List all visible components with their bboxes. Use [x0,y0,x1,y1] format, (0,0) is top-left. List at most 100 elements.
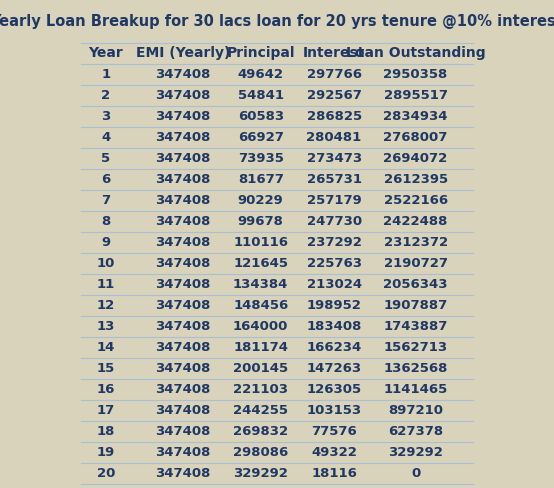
Text: 273473: 273473 [306,152,362,165]
Text: 225763: 225763 [306,257,362,270]
Text: 221103: 221103 [233,383,288,396]
Text: 347408: 347408 [156,131,211,144]
Text: 347408: 347408 [156,425,211,438]
Text: 20: 20 [96,467,115,480]
Text: Yearly Loan Breakup for 30 lacs loan for 20 yrs tenure @10% interest: Yearly Loan Breakup for 30 lacs loan for… [0,14,554,28]
Text: 0: 0 [411,467,420,480]
Text: 18: 18 [96,425,115,438]
Text: 2768007: 2768007 [383,131,448,144]
Text: 347408: 347408 [156,152,211,165]
Text: 183408: 183408 [306,320,362,333]
Text: 19: 19 [96,446,115,459]
Text: 54841: 54841 [238,89,284,102]
Text: 166234: 166234 [306,341,362,354]
Text: 627378: 627378 [388,425,443,438]
Text: 2190727: 2190727 [383,257,448,270]
Text: 90229: 90229 [238,194,284,207]
Text: 5: 5 [101,152,110,165]
Text: 73935: 73935 [238,152,284,165]
Text: 347408: 347408 [156,320,211,333]
Text: 298086: 298086 [233,446,288,459]
Text: 347408: 347408 [156,383,211,396]
Text: 265731: 265731 [306,173,362,186]
Text: 1907887: 1907887 [383,299,448,312]
Text: 213024: 213024 [306,278,362,291]
Text: Principal: Principal [227,46,295,60]
Text: 347408: 347408 [156,404,211,417]
Text: 12: 12 [96,299,115,312]
Text: 147263: 147263 [306,362,362,375]
Text: 8: 8 [101,215,110,228]
Text: 347408: 347408 [156,194,211,207]
Text: 329292: 329292 [388,446,443,459]
Text: 269832: 269832 [233,425,288,438]
Text: 1362568: 1362568 [383,362,448,375]
Text: 2522166: 2522166 [383,194,448,207]
Text: 237292: 237292 [307,236,362,249]
Text: 292567: 292567 [307,89,362,102]
Text: 4: 4 [101,131,110,144]
Text: 2612395: 2612395 [383,173,448,186]
Text: 347408: 347408 [156,467,211,480]
Text: 347408: 347408 [156,341,211,354]
Text: 148456: 148456 [233,299,288,312]
Text: 2422488: 2422488 [383,215,448,228]
Text: 181174: 181174 [233,341,288,354]
Text: 49322: 49322 [311,446,357,459]
Text: 9: 9 [101,236,110,249]
Text: 17: 17 [96,404,115,417]
Text: 77576: 77576 [311,425,357,438]
Text: 347408: 347408 [156,362,211,375]
Text: Year: Year [89,46,123,60]
Text: 257179: 257179 [307,194,361,207]
Text: 347408: 347408 [156,446,211,459]
Text: 286825: 286825 [306,110,362,122]
Text: 347408: 347408 [156,68,211,81]
Text: 247730: 247730 [306,215,362,228]
Text: 347408: 347408 [156,89,211,102]
Text: 60583: 60583 [238,110,284,122]
Text: 18116: 18116 [311,467,357,480]
Text: 2895517: 2895517 [383,89,448,102]
Text: 66927: 66927 [238,131,284,144]
Text: 2834934: 2834934 [383,110,448,122]
Text: 2: 2 [101,89,110,102]
Text: 16: 16 [96,383,115,396]
Text: 347408: 347408 [156,215,211,228]
Text: EMI (Yearly): EMI (Yearly) [136,46,230,60]
Text: 1: 1 [101,68,110,81]
Text: 347408: 347408 [156,257,211,270]
Text: 126305: 126305 [306,383,362,396]
Text: 10: 10 [96,257,115,270]
Text: 81677: 81677 [238,173,284,186]
Text: 99678: 99678 [238,215,284,228]
Text: 7: 7 [101,194,110,207]
Text: 897210: 897210 [388,404,443,417]
Text: Interest: Interest [303,46,365,60]
Text: 121645: 121645 [233,257,288,270]
Text: 1743887: 1743887 [383,320,448,333]
Text: 347408: 347408 [156,299,211,312]
Text: 110116: 110116 [233,236,288,249]
Text: 2056343: 2056343 [383,278,448,291]
Text: 347408: 347408 [156,110,211,122]
Text: 244255: 244255 [233,404,288,417]
Text: 49642: 49642 [238,68,284,81]
Text: 280481: 280481 [306,131,362,144]
Text: 329292: 329292 [233,467,288,480]
Text: 11: 11 [96,278,115,291]
Text: 13: 13 [96,320,115,333]
Text: 2950358: 2950358 [383,68,448,81]
Text: 2312372: 2312372 [383,236,448,249]
Text: 198952: 198952 [307,299,362,312]
Text: 164000: 164000 [233,320,289,333]
Text: 134384: 134384 [233,278,289,291]
Text: 1141465: 1141465 [383,383,448,396]
Text: 14: 14 [96,341,115,354]
Text: 6: 6 [101,173,110,186]
Text: 347408: 347408 [156,236,211,249]
Text: 2694072: 2694072 [383,152,448,165]
Text: 200145: 200145 [233,362,288,375]
Text: 347408: 347408 [156,173,211,186]
Text: 103153: 103153 [306,404,362,417]
